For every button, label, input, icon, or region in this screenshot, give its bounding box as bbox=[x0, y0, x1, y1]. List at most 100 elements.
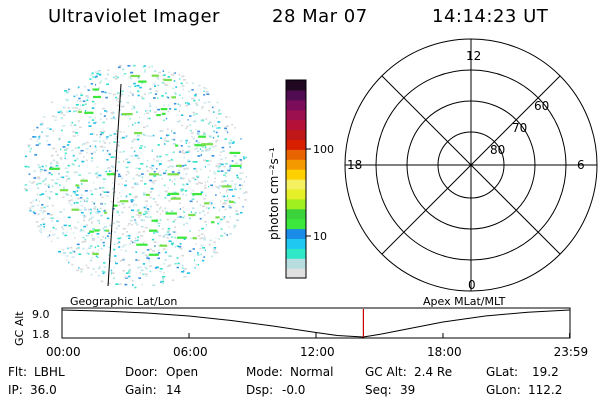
emission-speckle bbox=[130, 219, 133, 222]
emission-speckle bbox=[151, 164, 154, 167]
emission-speckle bbox=[97, 267, 101, 270]
emission-speckle bbox=[112, 116, 115, 119]
emission-speckle bbox=[97, 245, 99, 247]
emission-speckle bbox=[104, 209, 106, 212]
emission-speckle bbox=[122, 150, 125, 153]
emission-speckle bbox=[190, 129, 192, 132]
emission-speckle bbox=[95, 255, 98, 258]
emission-speckle bbox=[203, 197, 206, 200]
emission-speckle bbox=[135, 167, 139, 170]
colorbar-segment bbox=[286, 268, 306, 279]
emission-speckle bbox=[148, 87, 151, 90]
mlat-label-60: 60 bbox=[534, 99, 549, 113]
emission-speckle bbox=[124, 136, 127, 138]
glat-label: GLat: bbox=[486, 365, 519, 379]
emission-speckle bbox=[145, 200, 148, 202]
emission-speckle bbox=[211, 155, 215, 157]
emission-speckle bbox=[158, 252, 161, 254]
emission-speckle bbox=[42, 212, 44, 214]
emission-speckle bbox=[200, 244, 204, 247]
emission-speckle bbox=[144, 216, 148, 218]
emission-speckle bbox=[93, 151, 96, 153]
emission-speckle bbox=[220, 200, 222, 203]
emission-speckle bbox=[68, 224, 71, 227]
emission-speckle bbox=[106, 217, 110, 220]
emission-speckle bbox=[225, 157, 227, 159]
emission-speckle bbox=[185, 102, 187, 104]
emission-speckle bbox=[223, 232, 226, 235]
emission-speckle bbox=[127, 264, 131, 266]
emission-speckle bbox=[204, 91, 207, 93]
emission-speckle bbox=[92, 228, 95, 230]
emission-speckle bbox=[41, 218, 45, 220]
emission-speckle bbox=[95, 71, 99, 73]
emission-speckle bbox=[28, 180, 31, 183]
emission-speckle bbox=[189, 230, 191, 232]
emission-speckle bbox=[58, 173, 60, 175]
emission-speckle bbox=[119, 131, 122, 133]
emission-speckle bbox=[31, 182, 33, 185]
polar-grid bbox=[344, 38, 598, 292]
emission-speckle bbox=[44, 179, 47, 181]
emission-speckle bbox=[84, 209, 87, 211]
emission-speckle bbox=[137, 90, 140, 93]
emission-speckle bbox=[106, 118, 108, 120]
emission-speckle bbox=[77, 221, 80, 223]
emission-speckle bbox=[49, 214, 53, 216]
emission-speckle bbox=[128, 275, 131, 278]
mlt-label-12: 12 bbox=[466, 49, 481, 63]
emission-speckle bbox=[64, 90, 67, 92]
emission-speckle bbox=[84, 85, 86, 88]
emission-speckle bbox=[74, 107, 78, 109]
emission-speckle bbox=[217, 121, 221, 123]
emission-speckle bbox=[90, 273, 93, 276]
emission-speckle bbox=[35, 144, 39, 146]
emission-speckle bbox=[157, 257, 160, 260]
emission-speckle bbox=[118, 161, 120, 163]
emission-speckle bbox=[40, 224, 42, 226]
emission-speckle bbox=[147, 216, 150, 219]
emission-speckle bbox=[91, 239, 95, 241]
emission-speckle bbox=[232, 226, 236, 229]
emission-speckle bbox=[28, 145, 30, 148]
emission-bright-patch bbox=[221, 185, 232, 188]
emission-speckle bbox=[116, 209, 119, 212]
emission-speckle bbox=[119, 192, 121, 194]
emission-speckle bbox=[188, 217, 191, 220]
emission-speckle bbox=[200, 154, 203, 156]
emission-speckle bbox=[116, 130, 118, 132]
emission-speckle bbox=[115, 262, 118, 265]
emission-speckle bbox=[151, 150, 153, 152]
emission-speckle bbox=[78, 86, 80, 88]
emission-bright-patch bbox=[151, 219, 159, 222]
emission-speckle bbox=[142, 66, 145, 68]
gc-alt-value: 2.4 Re bbox=[414, 365, 453, 379]
emission-speckle bbox=[113, 222, 115, 225]
emission-speckle bbox=[204, 166, 206, 168]
emission-speckle bbox=[194, 148, 197, 150]
emission-speckle bbox=[187, 103, 190, 105]
emission-speckle bbox=[89, 145, 91, 147]
emission-speckle bbox=[105, 138, 108, 140]
emission-speckle bbox=[91, 256, 93, 259]
emission-speckle bbox=[116, 104, 120, 107]
emission-speckle bbox=[70, 204, 73, 206]
emission-speckle bbox=[38, 182, 42, 185]
emission-bright-patch bbox=[170, 197, 181, 200]
emission-speckle bbox=[198, 84, 201, 87]
emission-speckle bbox=[134, 219, 136, 221]
emission-speckle bbox=[85, 141, 89, 144]
emission-speckle bbox=[114, 243, 116, 246]
emission-speckle bbox=[228, 207, 231, 210]
emission-speckle bbox=[205, 194, 207, 197]
emission-speckle bbox=[221, 206, 225, 208]
emission-bright-patch bbox=[136, 243, 148, 246]
emission-speckle bbox=[140, 163, 144, 165]
colorbar-segment bbox=[286, 198, 306, 210]
emission-speckle bbox=[62, 187, 65, 189]
emission-speckle bbox=[146, 165, 148, 168]
emission-speckle bbox=[188, 180, 191, 183]
emission-speckle bbox=[37, 204, 40, 207]
emission-speckle bbox=[201, 205, 205, 208]
emission-speckle bbox=[113, 141, 116, 143]
